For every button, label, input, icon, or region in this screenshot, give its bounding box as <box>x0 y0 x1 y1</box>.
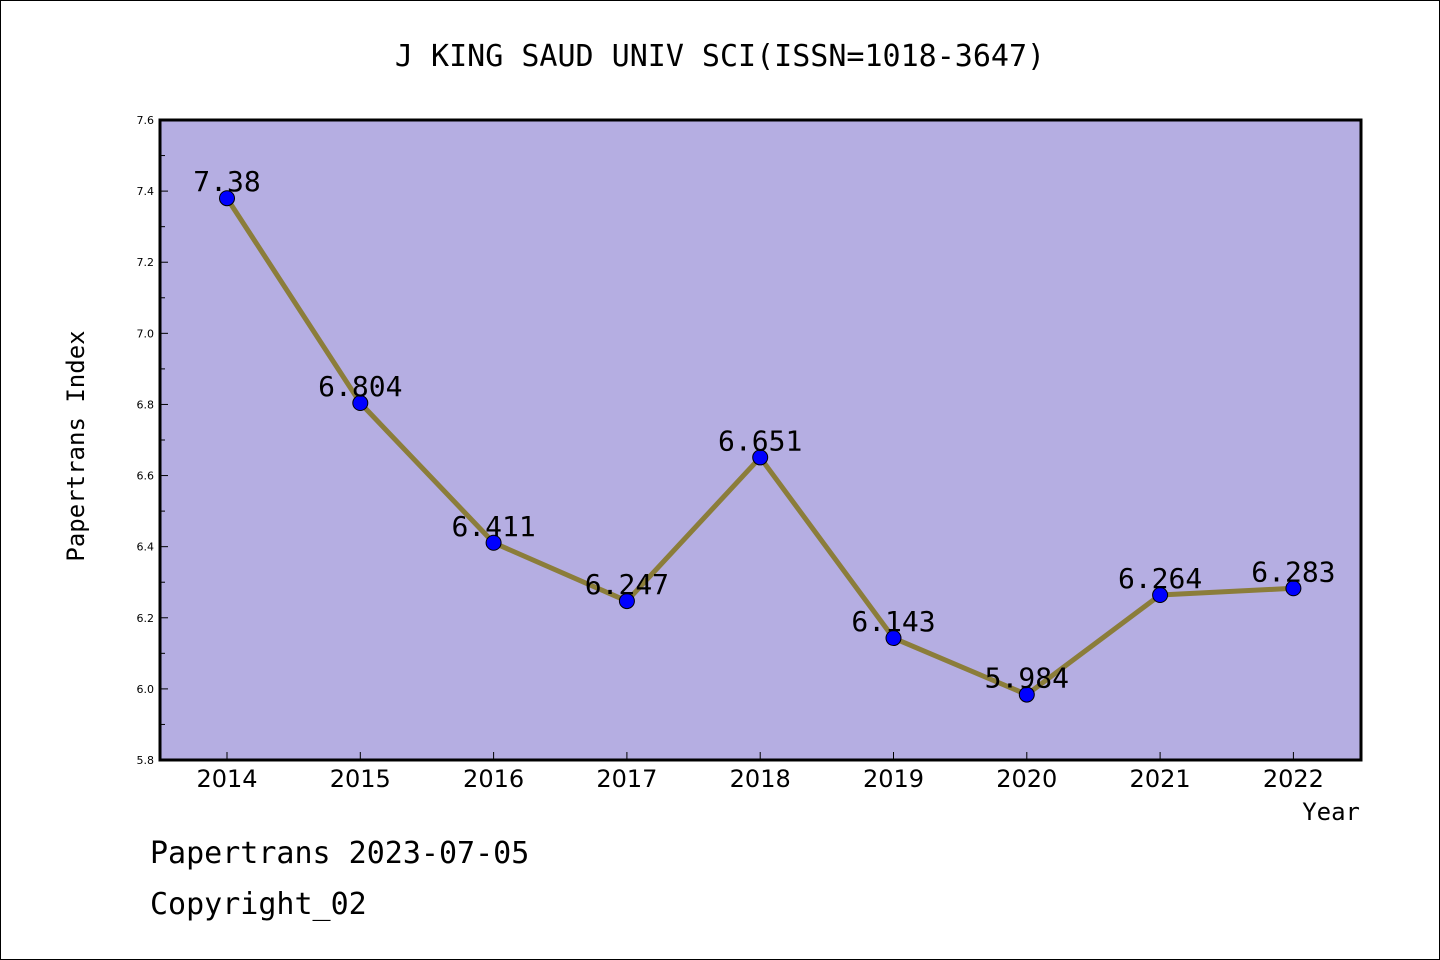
data-label: 6.264 <box>1118 562 1202 595</box>
data-point <box>618 593 635 610</box>
data-point <box>885 630 902 647</box>
data-markers <box>219 190 1302 703</box>
y-tick-label: 6.0 <box>137 683 155 696</box>
x-axis-label: Year <box>1302 798 1360 826</box>
x-tick-label: 2019 <box>863 765 924 793</box>
data-label: 6.411 <box>451 510 535 543</box>
data-label: 6.651 <box>718 424 802 457</box>
x-tick-label: 2015 <box>330 765 391 793</box>
data-point <box>752 449 769 466</box>
data-label: 6.804 <box>318 370 402 403</box>
y-tick-label: 7.6 <box>137 114 155 127</box>
data-label: 6.283 <box>1251 555 1335 588</box>
y-tick-label: 6.8 <box>137 398 155 411</box>
y-tick-label: 6.4 <box>137 541 155 554</box>
y-axis-label: Papertrans Index <box>62 330 90 561</box>
data-label: 6.143 <box>851 605 935 638</box>
y-tick-label: 7.4 <box>137 185 155 198</box>
y-tick-label: 7.2 <box>137 256 155 269</box>
data-label: 7.38 <box>193 165 260 198</box>
data-point <box>1018 686 1035 703</box>
data-point <box>219 190 235 207</box>
x-tick-label: 2022 <box>1263 765 1324 793</box>
y-tick-label: 6.2 <box>137 612 155 625</box>
data-label: 5.984 <box>985 662 1069 695</box>
plot-area <box>158 118 1363 762</box>
footer-copyright: Copyright_02 <box>150 887 367 922</box>
data-point <box>352 395 369 412</box>
data-labels: 7.38 6.804 6.411 6.247 6.651 6.143 5.984 6.264 6… <box>193 165 1335 694</box>
chart-title: J KING SAUD UNIV SCI(ISSN=1018-3647) <box>395 39 1045 74</box>
data-point <box>485 534 502 551</box>
x-tick-label: 2014 <box>196 765 257 793</box>
x-tick-label: 2016 <box>463 765 524 793</box>
x-axis: 2014 2015 2016 2017 2018 2019 2020 2021 2022 <box>196 752 1324 793</box>
y-tick-label: 6.6 <box>137 470 155 483</box>
x-tick-label: 2017 <box>596 765 657 793</box>
x-tick-label: 2021 <box>1130 765 1191 793</box>
y-tick-label: 5.8 <box>137 754 155 767</box>
data-point <box>1285 580 1302 597</box>
y-tick-label: 7.0 <box>137 327 155 340</box>
footer-date: Papertrans 2023-07-05 <box>150 836 529 871</box>
data-point <box>1152 587 1169 604</box>
x-tick-label: 2020 <box>996 765 1057 793</box>
y-axis: 5.8 6.0 6.2 6.4 6.6 6.8 7.0 7.2 7.4 7.6 <box>137 114 168 767</box>
data-label: 6.247 <box>585 568 669 601</box>
x-tick-label: 2018 <box>730 765 791 793</box>
